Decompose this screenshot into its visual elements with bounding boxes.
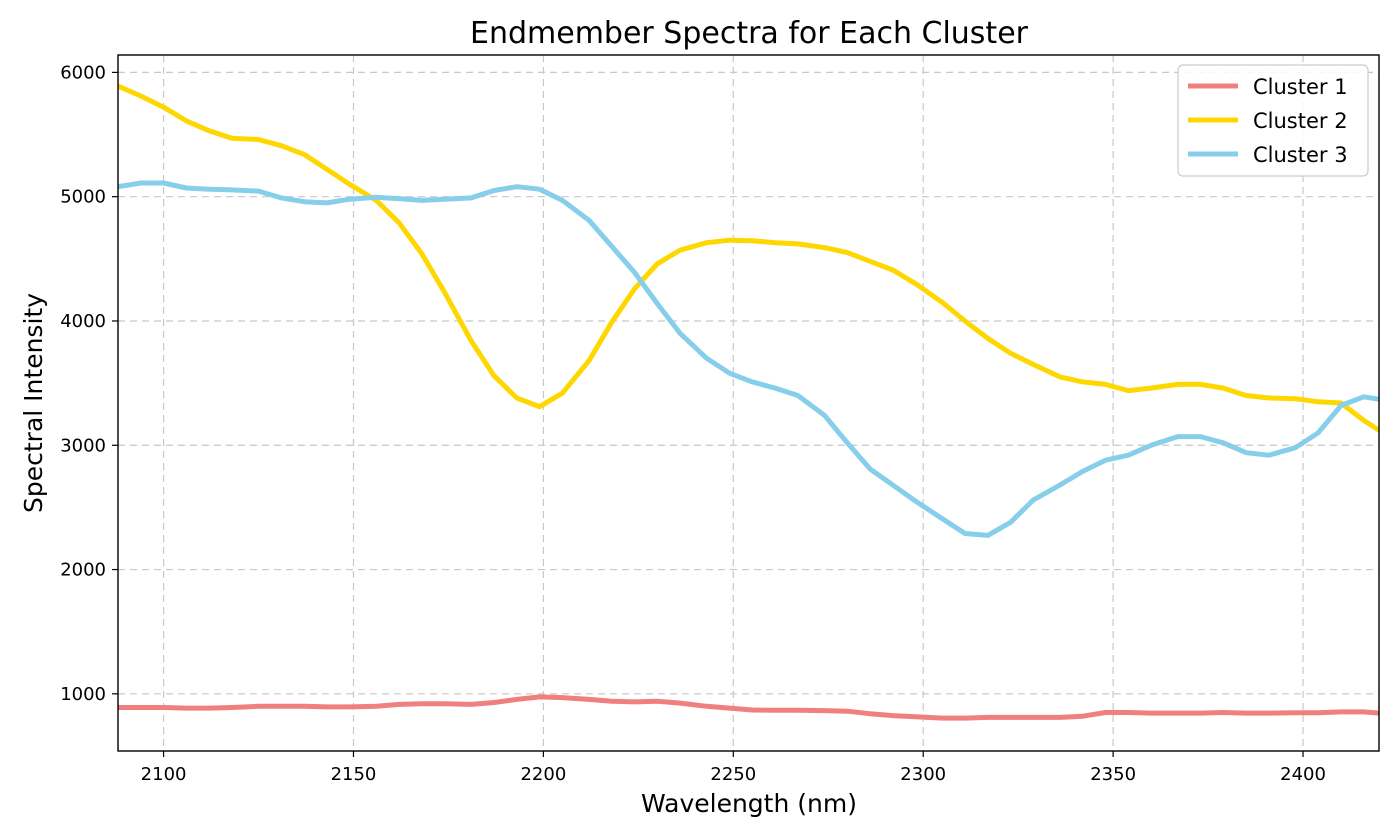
x-tick-label: 2400 — [1280, 764, 1326, 785]
y-tick-label: 3000 — [60, 435, 106, 456]
x-tick-label: 2350 — [1090, 764, 1136, 785]
y-tick-label: 1000 — [60, 684, 106, 705]
y-tick-label: 2000 — [60, 560, 106, 581]
y-tick-label: 5000 — [60, 187, 106, 208]
plot-frame — [117, 54, 1380, 752]
series-line-cluster-3 — [118, 180, 1379, 538]
x-tick-label: 2300 — [900, 764, 946, 785]
legend-box — [1177, 64, 1369, 177]
y-tick-label: 6000 — [60, 62, 106, 83]
x-tick-label: 2100 — [141, 764, 187, 785]
chart-title: Endmember Spectra for Each Cluster — [470, 16, 1029, 51]
grid-lines — [118, 55, 1379, 751]
x-tick-label: 2200 — [520, 764, 566, 785]
legend-label-cluster-2: Cluster 2 — [1253, 109, 1348, 133]
y-tick-label: 4000 — [60, 311, 106, 332]
series-lines — [118, 83, 1379, 721]
legend-label-cluster-1: Cluster 1 — [1253, 75, 1348, 99]
series-line-cluster-1 — [118, 694, 1379, 721]
series-line-cluster-2 — [118, 83, 1379, 433]
x-axis-label: Wavelength (nm) — [641, 789, 857, 818]
legend-label-cluster-3: Cluster 3 — [1253, 143, 1348, 167]
legend: Cluster 1 Cluster 2 Cluster 3 — [1177, 64, 1369, 177]
axis-ticks: 2100 2150 2200 2250 2300 2350 2400 1000 2000 3000… — [60, 62, 1326, 785]
y-axis-label: Spectral Intensity — [19, 293, 48, 513]
x-tick-label: 2150 — [331, 764, 377, 785]
x-tick-label: 2250 — [710, 764, 756, 785]
